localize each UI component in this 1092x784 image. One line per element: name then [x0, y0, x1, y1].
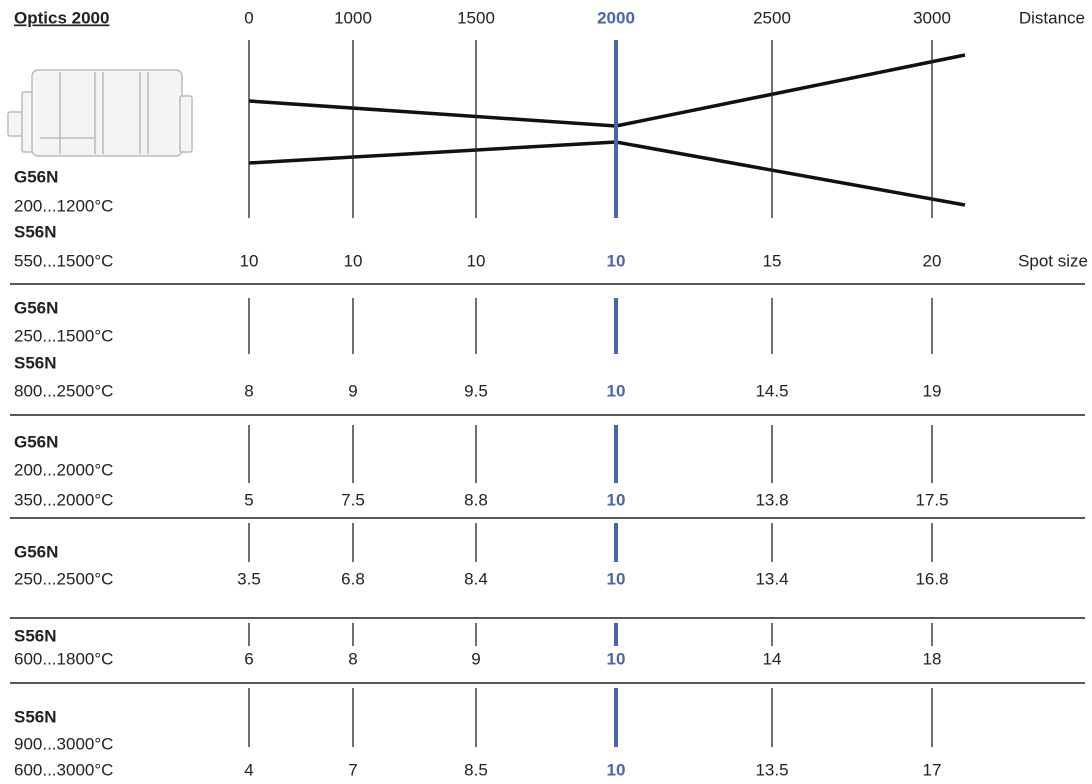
- distance-value: 1000: [334, 8, 372, 27]
- row-label: S56N: [14, 353, 57, 372]
- spot-size: 13.4: [755, 569, 788, 588]
- distance-value: 2000: [597, 8, 635, 27]
- row-label: 200...2000°C: [14, 460, 113, 479]
- spot-size: 10: [607, 649, 626, 668]
- distance-label: Distance: [1019, 8, 1085, 27]
- spot-size: 16.8: [915, 569, 948, 588]
- spot-size: 10: [607, 490, 626, 509]
- distance-value: 2500: [753, 8, 791, 27]
- distance-value: 1500: [457, 8, 495, 27]
- spot-size: 4: [244, 760, 253, 779]
- spot-size: 13.8: [755, 490, 788, 509]
- beam-lines: [248, 53, 966, 207]
- row-label: 600...3000°C: [14, 760, 113, 779]
- row-label: G56N: [14, 298, 58, 317]
- spot-size: 8: [348, 649, 357, 668]
- row-label: G56N: [14, 167, 58, 186]
- spot-size: 10: [344, 251, 363, 270]
- title: Optics 2000: [14, 8, 109, 27]
- spot-size: 10: [240, 251, 259, 270]
- row-label: 250...1500°C: [14, 326, 113, 345]
- spot-size: 7.5: [341, 490, 365, 509]
- spot-size: 14: [763, 649, 782, 668]
- spot-size: 7: [348, 760, 357, 779]
- spot-size: 8.8: [464, 490, 488, 509]
- spot-size: 10: [607, 381, 626, 400]
- spot-size: 8: [244, 381, 253, 400]
- spot-size: 10: [607, 760, 626, 779]
- row-label: 550...1500°C: [14, 251, 113, 270]
- row-label: S56N: [14, 626, 57, 645]
- spot-size: 6.8: [341, 569, 365, 588]
- distance-value: 0: [244, 8, 253, 27]
- spot-size: 10: [607, 569, 626, 588]
- spot-size: 6: [244, 649, 253, 668]
- spot-size: 9: [348, 381, 357, 400]
- row-label: 800...2500°C: [14, 381, 113, 400]
- spot-size: 14.5: [755, 381, 788, 400]
- spot-size: 9: [471, 649, 480, 668]
- row-label: S56N: [14, 222, 57, 241]
- spot-size: 3.5: [237, 569, 261, 588]
- spot-size: 10: [467, 251, 486, 270]
- spot-size: 9.5: [464, 381, 488, 400]
- spot-size: 15: [763, 251, 782, 270]
- spot-size: 13.5: [755, 760, 788, 779]
- spot-size-label: Spot size: [1018, 251, 1088, 270]
- spot-size: 18: [923, 649, 942, 668]
- spot-size: 8.5: [464, 760, 488, 779]
- spot-size: 17.5: [915, 490, 948, 509]
- distance-value: 3000: [913, 8, 951, 27]
- spot-size: 5: [244, 490, 253, 509]
- spot-size: 20: [923, 251, 942, 270]
- row-label: 250...2500°C: [14, 569, 113, 588]
- row-label: 200...1200°C: [14, 196, 113, 215]
- spot-size: 17: [923, 760, 942, 779]
- spot-size: 8.4: [464, 569, 488, 588]
- row-label: 350...2000°C: [14, 490, 113, 509]
- row-label: 900...3000°C: [14, 734, 113, 753]
- row-label: 600...1800°C: [14, 649, 113, 668]
- row-label: G56N: [14, 542, 58, 561]
- row-label: S56N: [14, 707, 57, 726]
- spot-size: 19: [923, 381, 942, 400]
- spot-size: 10: [607, 251, 626, 270]
- sensor-icon: [7, 69, 193, 157]
- row-label: G56N: [14, 432, 58, 451]
